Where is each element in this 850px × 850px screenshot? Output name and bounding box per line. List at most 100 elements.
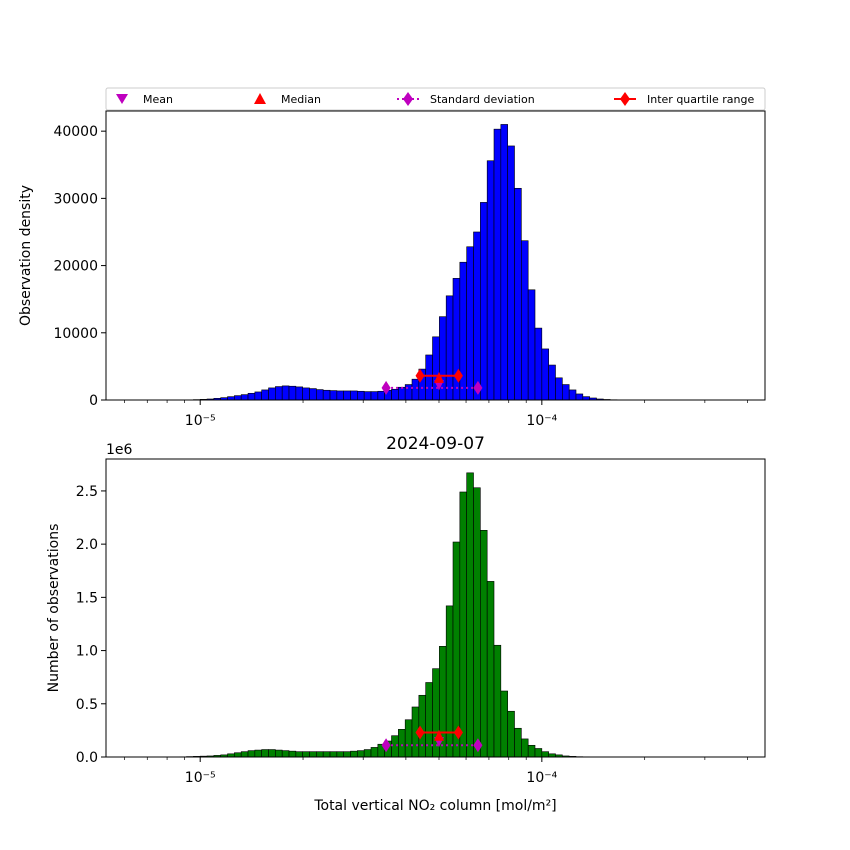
legend: Mean Median Standard deviation Inter qua… [105, 87, 766, 111]
histogram-bar [527, 289, 536, 401]
histogram-bar [240, 751, 249, 758]
legend-item-std: Standard deviation [397, 92, 535, 106]
iqr-high-marker [453, 368, 463, 383]
histogram-bars [179, 472, 597, 758]
y-tick-label: 30000 [53, 191, 98, 207]
histogram-bar [480, 202, 488, 401]
histogram-bar [254, 391, 262, 401]
median-marker [433, 729, 444, 741]
histogram-bar [295, 386, 303, 401]
histogram-bar [281, 385, 290, 401]
histogram-bar [275, 749, 283, 758]
legend-item-iqr: Inter quartile range [614, 92, 754, 106]
x-tick-label: 10⁻⁵ [185, 413, 216, 429]
histogram-bar [370, 391, 379, 401]
histogram-bar [302, 751, 310, 758]
statistics-markers [381, 368, 483, 395]
legend-iqr-marker [620, 92, 630, 106]
std-low-marker [381, 738, 391, 753]
histogram-bar [534, 327, 543, 401]
histogram-bar [514, 187, 522, 401]
histogram-bar [261, 749, 269, 758]
histogram-bar [350, 390, 358, 401]
histogram-bar [316, 751, 324, 758]
histogram-bar [514, 727, 522, 758]
legend-iqr-label: Inter quartile range [647, 93, 754, 106]
y-tick-label: 2.0 [76, 537, 98, 553]
y-tick-label: 40000 [53, 124, 98, 140]
histogram-bar [309, 751, 317, 758]
histogram-bar [527, 744, 536, 758]
histogram-bar [336, 390, 344, 401]
histogram-bar [336, 751, 344, 758]
histogram-bar [343, 751, 351, 758]
histogram-bar [350, 750, 358, 758]
histogram-bar [240, 394, 249, 401]
histogram-bar [493, 644, 502, 758]
histogram-bar [302, 387, 310, 401]
histogram-bar [500, 124, 508, 401]
histogram-bar [452, 541, 461, 758]
legend-frame [105, 87, 766, 111]
histogram-bar [261, 389, 269, 401]
histogram-bar [568, 389, 577, 401]
y-tick-label: 0.0 [76, 750, 98, 766]
y-axis-label: Observation density [18, 185, 34, 326]
x-tick-label: 10⁻⁴ [526, 770, 557, 786]
histogram-bar [473, 231, 481, 401]
legend-std-label: Standard deviation [430, 93, 535, 106]
histogram-bar [486, 160, 495, 401]
histogram-bar [534, 748, 543, 758]
histogram-bar [459, 261, 467, 401]
histogram-bar [445, 295, 454, 401]
histogram-bar [363, 749, 372, 758]
histogram-bar [295, 751, 303, 758]
histogram-bar [391, 388, 399, 401]
histogram-bar [432, 336, 440, 401]
histogram-bar [555, 377, 563, 401]
histogram-bar [404, 384, 413, 401]
y-offset-text: 1e6 [106, 442, 133, 458]
std-high-marker [473, 738, 483, 753]
histogram-bar [507, 145, 515, 401]
histogram-bar [288, 750, 297, 758]
histogram-bar [466, 472, 474, 758]
histogram-bar [254, 749, 262, 758]
histogram-bar [391, 735, 399, 758]
histogram-bar [309, 388, 317, 401]
legend-std-marker [403, 92, 413, 106]
histogram-bar [445, 605, 454, 758]
histogram-bar [268, 749, 276, 758]
histogram-bar [466, 246, 474, 401]
histogram-bar [247, 750, 256, 758]
histogram-bar [268, 387, 276, 401]
y-tick-label: 1.0 [76, 644, 98, 660]
histogram-bar [404, 719, 413, 758]
histogram-bar [363, 391, 372, 401]
histogram-bar [322, 389, 331, 401]
y-tick-label: 10000 [53, 326, 98, 342]
x-axis-ticks: 10⁻⁵ 10⁻⁴ [124, 757, 748, 786]
axes-frame [105, 110, 766, 401]
x-tick-label: 10⁻⁴ [526, 413, 557, 429]
top-histogram-panel: 10⁻⁵ 10⁻⁴ 0 10000 20000 30000 40000 Observation… [18, 110, 766, 429]
histogram-bar [234, 395, 242, 401]
iqr-low-marker [415, 368, 425, 383]
histogram-bar [521, 240, 529, 401]
histogram-bar [500, 690, 508, 758]
histogram-bar [493, 128, 502, 401]
y-axis-label: Number of observations [46, 524, 62, 693]
y-axis-ticks: 0 10000 20000 30000 40000 [53, 124, 106, 409]
statistics-markers [381, 725, 483, 753]
std-low-marker [381, 380, 391, 395]
x-axis-label: Total vertical NO₂ column [mol/m²] [313, 798, 556, 814]
iqr-high-marker [453, 725, 463, 740]
legend-item-mean: Mean [116, 93, 173, 106]
histogram-bar [281, 750, 290, 758]
histogram-bar [521, 738, 529, 758]
y-tick-label: 0 [89, 393, 98, 409]
histogram-bar [288, 385, 297, 401]
legend-mean-label: Mean [143, 93, 173, 106]
histogram-bar [582, 396, 590, 401]
